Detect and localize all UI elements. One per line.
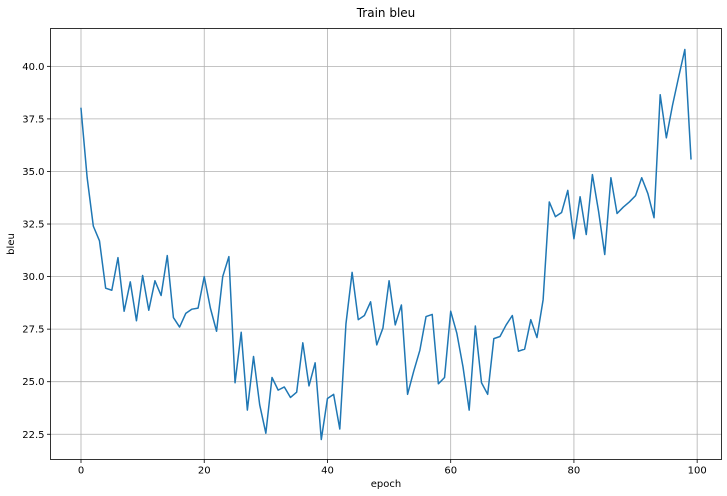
- y-axis-ticks: 22.5 25.0 27.5 30.0 32.5 35.0 37.5 40.0: [22, 62, 51, 441]
- x-tick-label: 80: [568, 466, 581, 477]
- y-tick-label: 35.0: [22, 167, 44, 178]
- x-tick-label: 0: [78, 466, 84, 477]
- y-tick-label: 30.0: [22, 272, 44, 283]
- y-tick-label: 27.5: [22, 325, 44, 336]
- x-tick-label: 20: [198, 466, 211, 477]
- y-axis-label: bleu: [6, 233, 17, 255]
- y-tick-label: 40.0: [22, 62, 44, 73]
- y-tick-label: 22.5: [22, 430, 44, 441]
- x-tick-label: 100: [688, 466, 707, 477]
- y-tick-label: 37.5: [22, 114, 44, 125]
- plot-frame: [50, 28, 722, 460]
- y-tick-label: 25.0: [22, 377, 44, 388]
- y-tick-label: 32.5: [22, 220, 44, 231]
- x-axis-ticks: 0 20 40 60 80 100: [78, 459, 707, 477]
- x-gridlines: [80, 28, 698, 460]
- x-axis-label: epoch: [371, 479, 401, 490]
- x-tick-label: 40: [321, 466, 334, 477]
- chart-title: Train bleu: [356, 6, 416, 20]
- x-tick-label: 60: [444, 466, 457, 477]
- y-gridlines: [50, 65, 722, 435]
- series-line: [80, 48, 692, 441]
